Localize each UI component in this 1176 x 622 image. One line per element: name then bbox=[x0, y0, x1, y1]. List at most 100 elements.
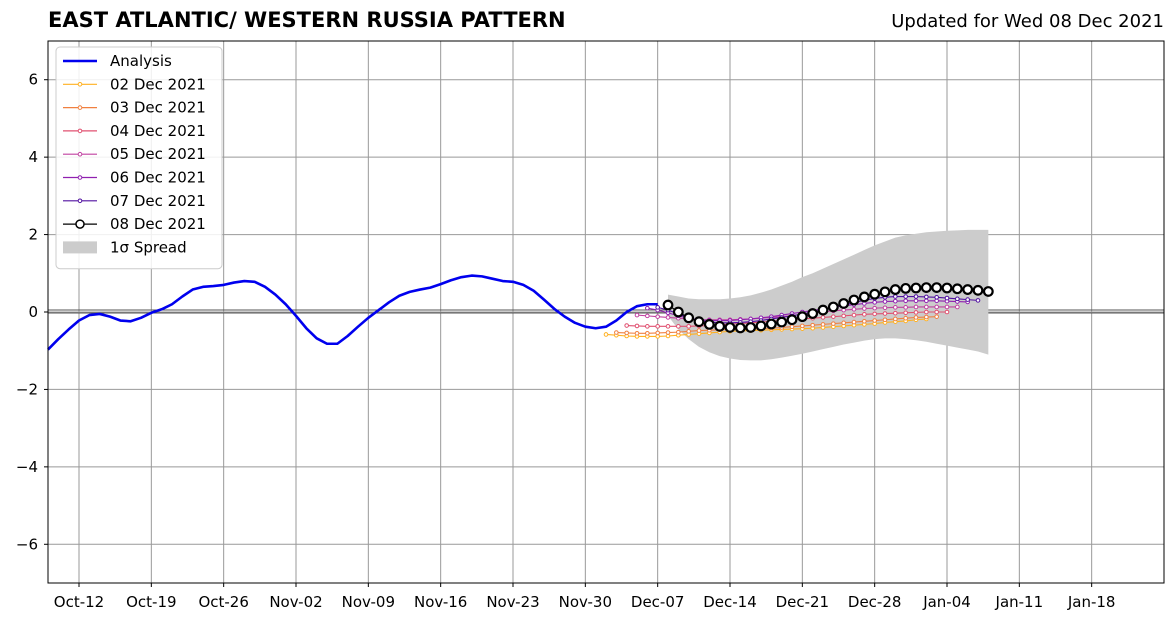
chart-title: EAST ATLANTIC/ WESTERN RUSSIA PATTERN bbox=[48, 8, 566, 32]
spread-area bbox=[668, 229, 989, 361]
forecast-point bbox=[841, 320, 846, 326]
forecast-point bbox=[696, 328, 702, 333]
forecast-point bbox=[924, 309, 929, 315]
forecast-point bbox=[665, 315, 671, 320]
forecast-point bbox=[634, 330, 640, 336]
forecast-point bbox=[810, 322, 815, 328]
forecast-point bbox=[955, 296, 960, 302]
x-tick-label: Dec-14 bbox=[703, 593, 757, 611]
forecast-point bbox=[944, 304, 950, 310]
forecast-point bbox=[903, 305, 908, 310]
forecast-point bbox=[686, 324, 691, 329]
legend-label: 08 Dec 2021 bbox=[110, 215, 206, 233]
legend-marker bbox=[75, 219, 85, 229]
forecast-point bbox=[662, 299, 674, 311]
y-tick-label: 6 bbox=[28, 71, 38, 89]
y-axis: 6 4 2 0 −2 −4 −6 bbox=[16, 71, 48, 553]
forecast-point bbox=[841, 313, 846, 319]
forecast-point bbox=[889, 284, 901, 295]
forecast-point bbox=[882, 311, 888, 316]
x-tick-label: Nov-30 bbox=[559, 593, 612, 611]
legend-marker bbox=[77, 175, 83, 180]
forecast-point bbox=[655, 305, 660, 310]
x-tick-label: Nov-16 bbox=[414, 593, 467, 611]
forecast-point bbox=[910, 282, 922, 294]
legend: Analysis 02 Dec 2021 03 Dec 2021 04 Dec 202… bbox=[55, 46, 223, 270]
forecast-point bbox=[686, 329, 691, 334]
forecast-point bbox=[807, 308, 819, 319]
forecast-point bbox=[796, 311, 808, 323]
forecast-point bbox=[838, 298, 850, 309]
x-tick-label: Oct-19 bbox=[126, 593, 176, 611]
forecast-point bbox=[872, 311, 877, 317]
forecast-point bbox=[903, 298, 908, 304]
x-tick-label: Dec-21 bbox=[776, 593, 830, 611]
forecast-point bbox=[893, 294, 898, 299]
forecast-point bbox=[955, 304, 960, 310]
forecast-point bbox=[745, 322, 757, 333]
forecast-point bbox=[776, 316, 788, 328]
forecast-point bbox=[951, 283, 963, 295]
forecast-point bbox=[934, 309, 939, 315]
forecast-point bbox=[913, 298, 919, 304]
forecast-point bbox=[714, 320, 726, 332]
forecast-point bbox=[893, 310, 898, 316]
x-tick-label: Oct-26 bbox=[198, 593, 248, 611]
forecast-point bbox=[765, 318, 777, 330]
forecast-point bbox=[672, 306, 684, 318]
forecast-point bbox=[893, 316, 898, 322]
forecast-point bbox=[934, 314, 939, 319]
forecast-point bbox=[817, 304, 829, 316]
legend-label: 03 Dec 2021 bbox=[110, 99, 206, 117]
forecast-point bbox=[831, 321, 836, 326]
forecast-point bbox=[676, 324, 681, 329]
forecast-point bbox=[941, 282, 953, 294]
forecast-point bbox=[755, 320, 767, 332]
forecast-point bbox=[972, 284, 984, 296]
series-layer bbox=[47, 274, 994, 351]
legend-marker bbox=[77, 82, 83, 87]
forecast-point bbox=[975, 298, 981, 303]
forecast-point bbox=[693, 316, 705, 328]
x-tick-label: Jan-18 bbox=[1067, 593, 1116, 611]
forecast-point bbox=[734, 322, 746, 334]
forecast-point bbox=[913, 304, 919, 310]
forecast-point bbox=[655, 330, 660, 336]
legend-label: 05 Dec 2021 bbox=[110, 145, 206, 163]
x-axis: Oct-12 Oct-19 Oct-26 Nov-02 Nov-09 Nov-16 Nov-… bbox=[54, 583, 1116, 611]
x-tick-label: Nov-09 bbox=[342, 593, 395, 611]
legend-swatch bbox=[63, 241, 97, 254]
forecast-point bbox=[872, 318, 877, 323]
updated-date: Updated for Wed 08 Dec 2021 bbox=[891, 11, 1164, 32]
x-tick-label: Dec-28 bbox=[848, 593, 902, 611]
forecast-point bbox=[624, 323, 629, 328]
forecast-point bbox=[655, 314, 660, 319]
forecast-point bbox=[645, 313, 650, 319]
forecast-point bbox=[903, 294, 908, 299]
x-tick-label: Nov-02 bbox=[269, 593, 322, 611]
forecast-point bbox=[924, 298, 929, 304]
forecast-point bbox=[848, 294, 860, 306]
forecast-point bbox=[882, 305, 888, 311]
forecast-point bbox=[800, 323, 805, 329]
legend-label: 06 Dec 2021 bbox=[110, 169, 206, 187]
forecast-point bbox=[982, 286, 994, 297]
forecast-point bbox=[944, 309, 950, 315]
forecast-point bbox=[913, 310, 919, 315]
forecast-point bbox=[900, 282, 912, 294]
y-tick-label: 0 bbox=[28, 303, 38, 321]
forecast-point bbox=[924, 314, 929, 320]
forecast-point bbox=[603, 332, 609, 337]
forecast-point bbox=[934, 294, 939, 300]
forecast-point bbox=[893, 298, 898, 304]
forecast-point bbox=[862, 318, 867, 324]
legend-label: 04 Dec 2021 bbox=[110, 122, 206, 140]
legend-marker bbox=[77, 105, 83, 110]
legend-label: 1σ Spread bbox=[110, 238, 187, 256]
legend-label: Analysis bbox=[110, 52, 172, 70]
forecast-point bbox=[789, 324, 795, 330]
y-tick-label: −2 bbox=[16, 380, 38, 398]
forecast-point bbox=[634, 312, 640, 318]
forecast-point bbox=[851, 319, 857, 325]
